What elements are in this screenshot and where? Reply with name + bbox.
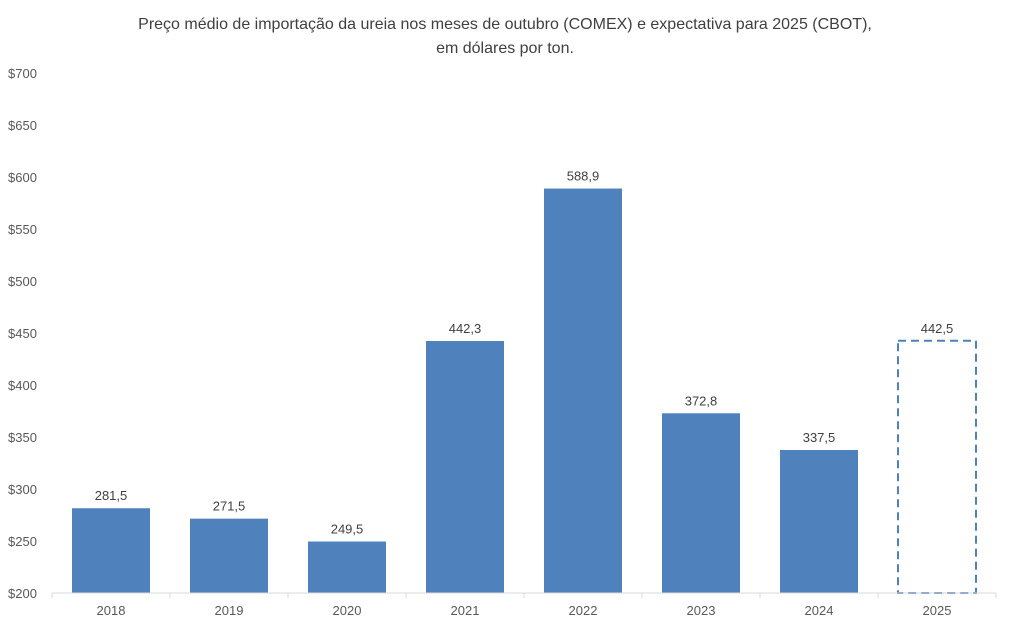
- data-label: 271,5: [213, 499, 246, 514]
- y-tick-label: $600: [8, 170, 37, 185]
- bar: [780, 450, 858, 593]
- y-tick-label: $350: [8, 430, 37, 445]
- chart-title: Preço médio de importação da ureia nos m…: [138, 16, 872, 33]
- x-tick-label: 2018: [97, 603, 126, 618]
- bar: [544, 188, 622, 593]
- data-label: 337,5: [803, 430, 836, 445]
- data-label: 372,8: [685, 393, 718, 408]
- chart-subtitle: em dólares por ton.: [436, 40, 574, 57]
- y-tick-label: $550: [8, 222, 37, 237]
- y-tick-label: $300: [8, 482, 37, 497]
- x-tick-label: 2024: [805, 603, 834, 618]
- bar: [308, 541, 386, 593]
- x-tick-label: 2019: [215, 603, 244, 618]
- x-tick-label: 2022: [569, 603, 598, 618]
- x-tick-label: 2020: [333, 603, 362, 618]
- x-tick-label: 2025: [923, 603, 952, 618]
- y-tick-label: $650: [8, 118, 37, 133]
- x-tick-label: 2021: [451, 603, 480, 618]
- y-tick-label: $250: [8, 534, 37, 549]
- y-tick-label: $200: [8, 586, 37, 601]
- x-axis: 2018 2019 2020 2021 2022 2023 2024 2025: [51, 592, 997, 618]
- data-label: 442,3: [449, 321, 482, 336]
- y-axis: $200 $250 $300 $350 $400 $450 $500 $550 $600 $650…: [8, 66, 37, 601]
- data-label: 249,5: [331, 522, 364, 537]
- bar-projected: [897, 339, 977, 594]
- bar: [72, 508, 150, 593]
- y-tick-label: $500: [8, 274, 37, 289]
- bar: [426, 341, 504, 593]
- data-label: 442,5: [921, 321, 954, 336]
- data-label: 281,5: [95, 488, 128, 503]
- x-tick-label: 2023: [687, 603, 716, 618]
- bars: 281,5 271,5 249,5 442,3 588,9 372,8 337,5 442,5: [72, 169, 977, 594]
- y-tick-label: $400: [8, 378, 37, 393]
- bar: [662, 413, 740, 593]
- bar: [190, 518, 268, 593]
- data-label: 588,9: [567, 169, 600, 184]
- y-tick-label: $700: [8, 66, 37, 81]
- y-tick-label: $450: [8, 326, 37, 341]
